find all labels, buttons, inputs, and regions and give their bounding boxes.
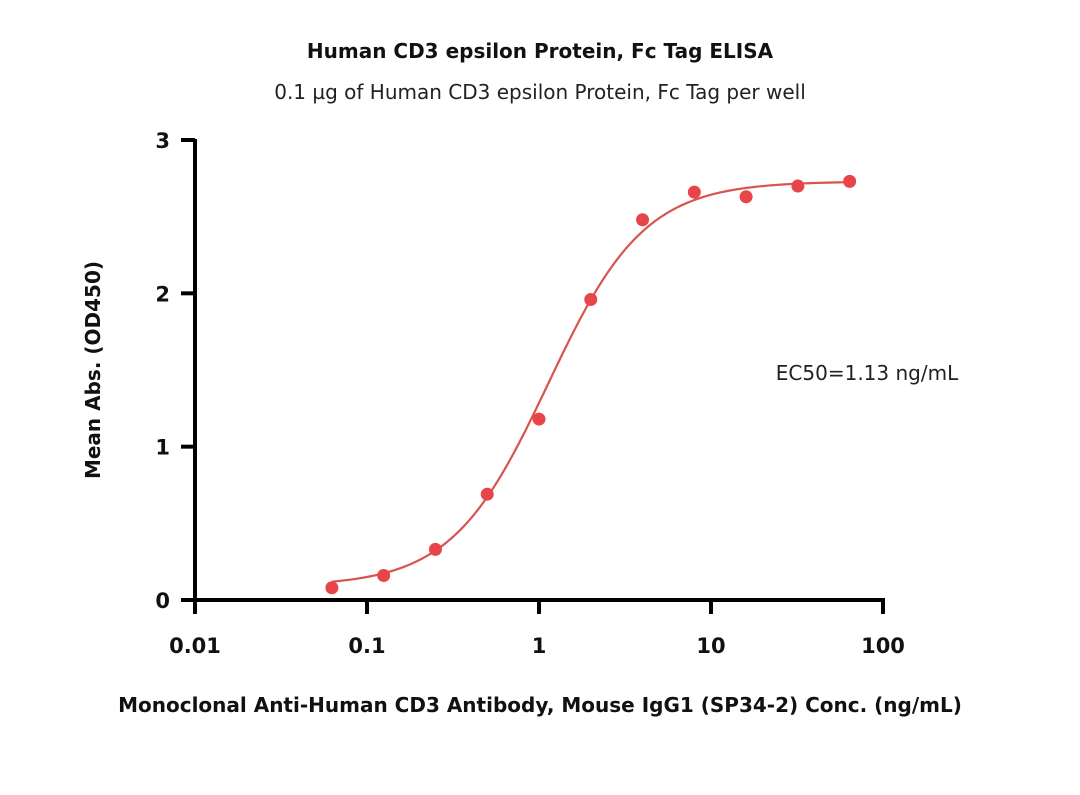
fit-curve xyxy=(331,181,850,583)
x-tick-label: 1 xyxy=(532,634,547,658)
y-tick-label: 3 xyxy=(155,129,170,153)
data-point xyxy=(636,213,650,227)
y-axis-label: Mean Abs. (OD450) xyxy=(81,261,105,479)
axes xyxy=(183,139,885,612)
data-point xyxy=(843,174,857,188)
x-tick-label: 0.1 xyxy=(348,634,385,658)
data-point xyxy=(584,292,598,306)
data-point xyxy=(739,190,753,204)
chart-title: Human CD3 epsilon Protein, Fc Tag ELISA xyxy=(307,39,774,63)
chart-subtitle: 0.1 µg of Human CD3 epsilon Protein, Fc … xyxy=(274,80,806,104)
fit-curve-layer xyxy=(331,181,850,583)
x-tick-label: 10 xyxy=(696,634,725,658)
data-point xyxy=(791,179,805,193)
data-point xyxy=(480,487,494,501)
y-tick-label: 2 xyxy=(155,282,170,306)
x-tick-label: 0.01 xyxy=(169,634,221,658)
y-ticks: 0 1 2 3 xyxy=(155,129,195,613)
data-point xyxy=(325,581,339,595)
data-point xyxy=(687,185,701,199)
data-point xyxy=(428,542,442,556)
ec50-annotation: EC50=1.13 ng/mL xyxy=(776,361,959,385)
x-tick-label: 100 xyxy=(861,634,905,658)
x-ticks: 0.01 0.1 1 10 100 xyxy=(169,600,905,658)
data-point xyxy=(377,568,391,582)
data-points-layer xyxy=(325,174,857,595)
data-point xyxy=(532,412,546,426)
y-tick-label: 0 xyxy=(155,589,170,613)
y-tick-label: 1 xyxy=(155,436,170,460)
x-axis-label: Monoclonal Anti-Human CD3 Antibody, Mous… xyxy=(118,693,962,717)
